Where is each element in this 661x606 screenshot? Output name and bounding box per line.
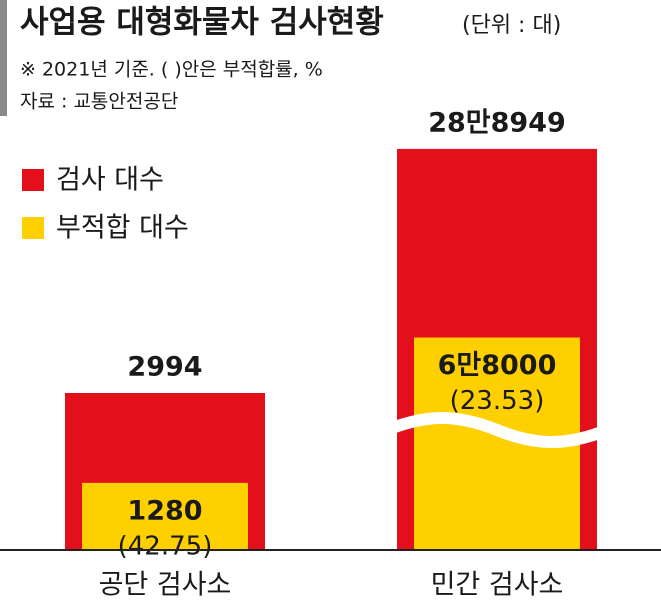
x-tick-label: 공단 검사소 (99, 570, 232, 601)
value-label: 2994 (127, 352, 202, 383)
value-label: 1280 (127, 495, 202, 526)
unit-label: (단위 : 대) (462, 13, 561, 38)
x-tick-label: 민간 검사소 (431, 570, 564, 601)
source: 자료 : 교통안전공단 (20, 91, 178, 113)
legend-swatch (22, 217, 44, 239)
axis-break (384, 412, 610, 448)
chart-title: 사업용 대형화물차 검사현황 (20, 5, 384, 41)
value-label: 6만8000 (438, 350, 557, 381)
accent-bar (0, 0, 7, 116)
legend-swatch (22, 169, 44, 191)
legend-label: 검사 대수 (56, 165, 164, 196)
rate-label: (42.75) (118, 531, 213, 561)
subtitle: ※ 2021년 기준. ( )안은 부적합률, % (20, 59, 323, 81)
rate-label: (23.53) (450, 386, 545, 416)
bar (82, 482, 248, 550)
value-label: 28만8949 (428, 107, 566, 138)
legend-label: 부적합 대수 (56, 213, 189, 244)
